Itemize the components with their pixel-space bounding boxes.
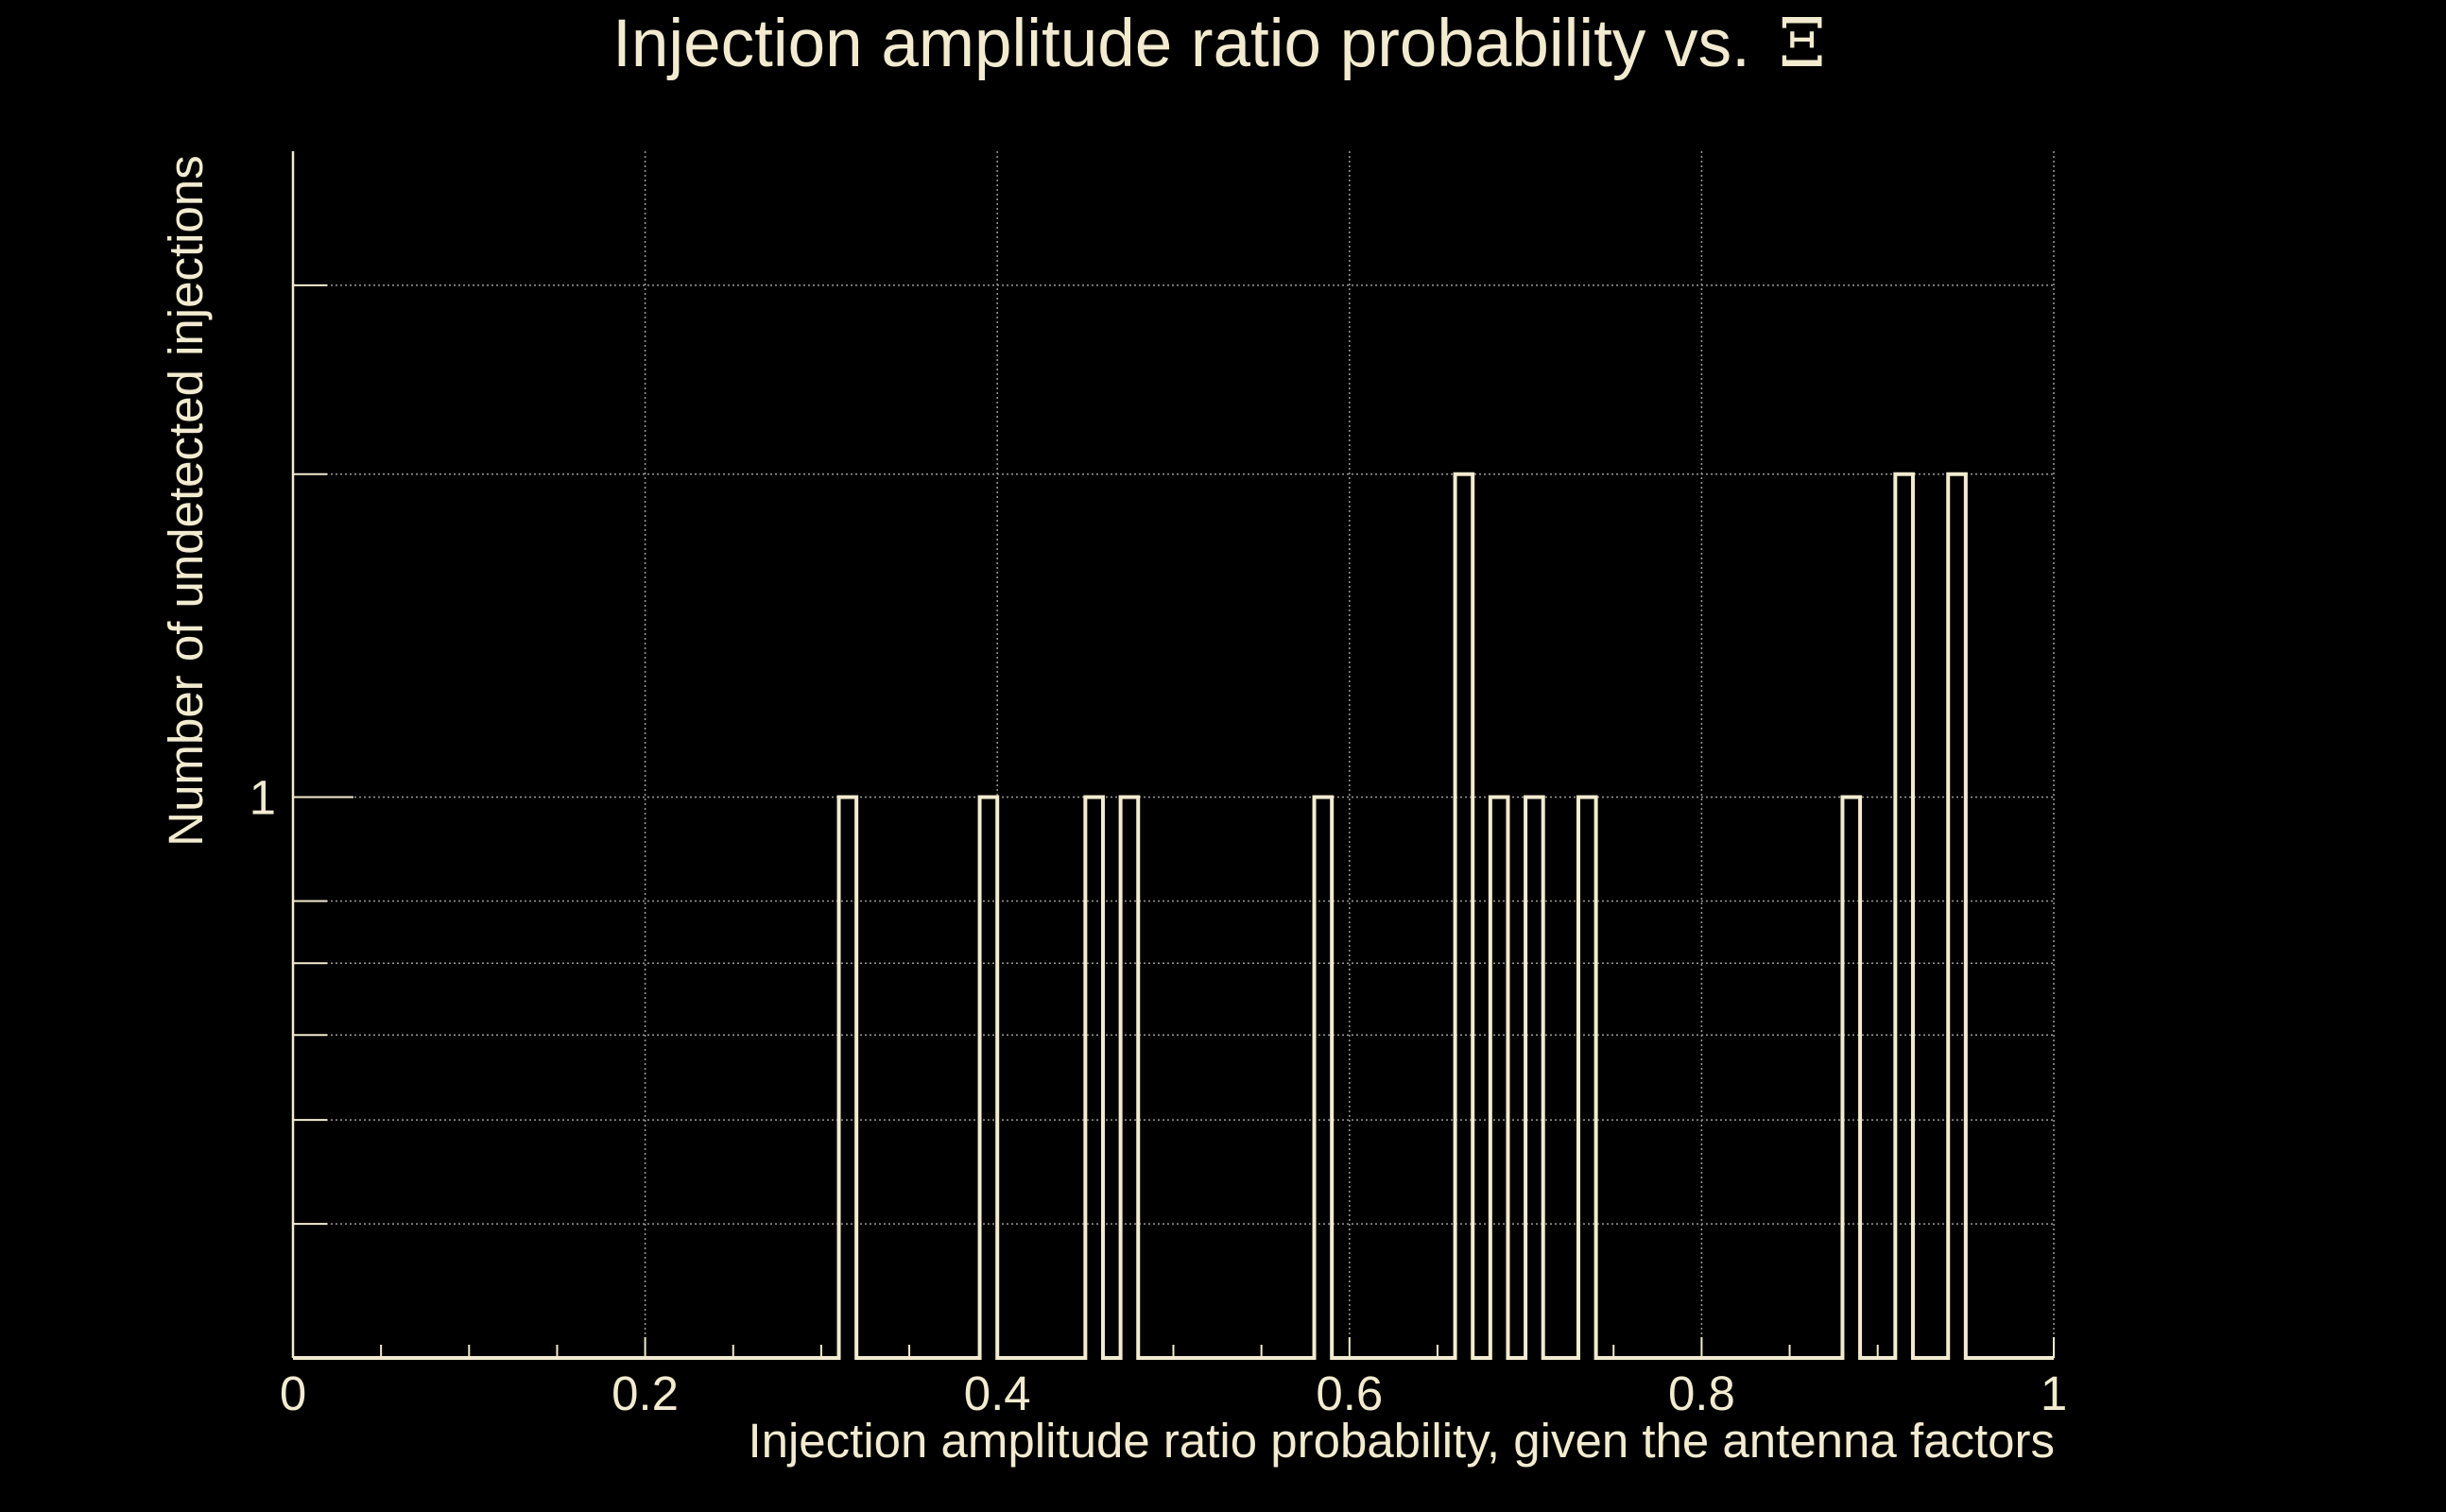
histogram-bar [1490,797,1508,1358]
histogram-bar [1842,797,1860,1358]
y-tick-label: 1 [250,770,276,824]
histogram-bars [293,472,2054,1360]
x-axis-ticks: 0 0.2 0.4 0.6 0.8 1 [280,1366,2067,1420]
x-tick-label: 0.8 [1668,1366,1735,1420]
histogram-bar [1085,797,1103,1358]
histogram-outline [293,472,2054,1360]
chart-title-symbol: Ξ [1779,4,1826,82]
x-tick-label: 0.4 [964,1366,1031,1420]
x-tick-label: 0.6 [1316,1366,1383,1420]
histogram-bar [980,797,998,1358]
y-axis-label: Number of undetected injections [159,155,213,846]
histogram-bar [1948,474,1966,1358]
x-tick-label: 0 [280,1366,306,1420]
histogram-bar [1121,797,1139,1358]
x-tick-label: 1 [2041,1366,2067,1420]
histogram-bar [1456,474,1473,1358]
chart-title: Injection amplitude ratio probability vs… [612,4,1826,82]
histogram-bar [1578,797,1596,1358]
histogram-bar [1525,797,1543,1358]
chart-title-text: Injection amplitude ratio probability vs… [612,7,1750,81]
histogram-bar [839,797,857,1358]
axes-frame [291,151,2055,1358]
x-tick-label: 0.2 [612,1366,679,1420]
histogram-bar [1315,797,1333,1358]
grid-lines [292,151,2055,1358]
y-axis-ticks: 1 [250,770,276,824]
x-axis-label: Injection amplitude ratio probability, g… [748,1414,2055,1468]
histogram-bar [1895,474,1913,1358]
